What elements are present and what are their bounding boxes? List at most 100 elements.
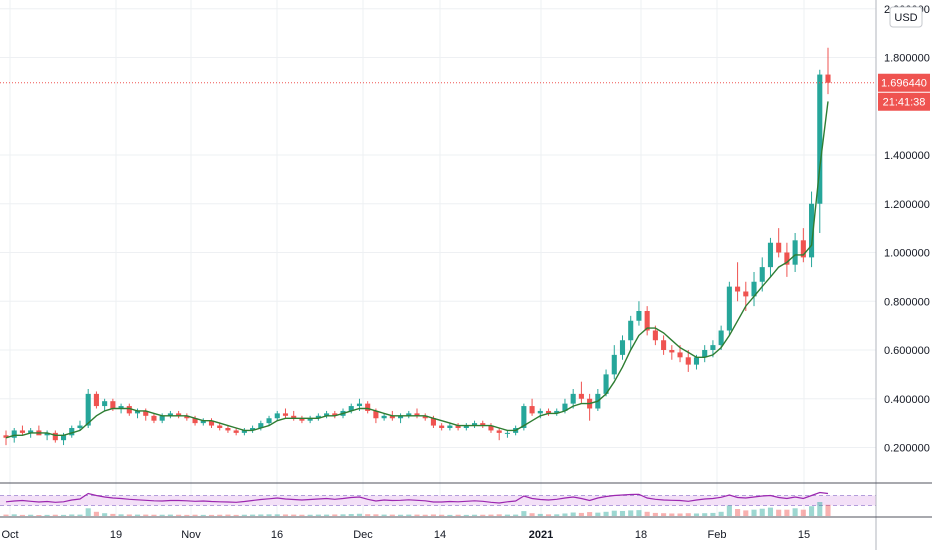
candle[interactable] xyxy=(792,233,798,272)
candle[interactable] xyxy=(167,410,173,419)
current-price-label: 1.696440 xyxy=(881,78,927,90)
candle[interactable] xyxy=(69,425,75,438)
volume-bar xyxy=(726,505,732,516)
candle[interactable] xyxy=(159,413,165,424)
candle[interactable] xyxy=(767,237,774,277)
candle[interactable] xyxy=(603,369,609,397)
candle[interactable] xyxy=(735,262,741,302)
candle[interactable] xyxy=(85,389,91,428)
volume-bar xyxy=(233,514,239,516)
candle[interactable] xyxy=(611,345,617,380)
candle[interactable] xyxy=(800,228,806,263)
candle[interactable] xyxy=(192,415,198,426)
candle[interactable] xyxy=(545,408,552,416)
candle[interactable] xyxy=(332,410,338,419)
candle[interactable] xyxy=(702,345,708,363)
candle[interactable] xyxy=(282,408,289,419)
candle[interactable] xyxy=(200,418,206,426)
candle[interactable] xyxy=(299,415,305,424)
candle[interactable] xyxy=(176,410,182,419)
candle[interactable] xyxy=(537,408,543,419)
candle[interactable] xyxy=(225,425,231,433)
candle[interactable] xyxy=(439,423,445,431)
candle-body xyxy=(167,413,173,416)
time-axis[interactable]: Oct 19 Nov 16 Dec 14 2021 18 Feb 15 xyxy=(1,529,810,541)
candle-body xyxy=(578,393,584,399)
candle[interactable] xyxy=(554,408,560,416)
candle[interactable] xyxy=(406,410,412,419)
candle[interactable] xyxy=(398,413,404,424)
candle[interactable] xyxy=(208,418,215,428)
volume-bar xyxy=(488,514,494,516)
candle[interactable] xyxy=(217,423,223,431)
candle[interactable] xyxy=(134,408,141,419)
candle[interactable] xyxy=(422,413,428,421)
candle[interactable] xyxy=(455,423,461,431)
candle[interactable] xyxy=(44,430,50,441)
candle[interactable] xyxy=(233,428,239,436)
candle[interactable] xyxy=(488,423,494,433)
candle[interactable] xyxy=(825,47,831,95)
candle[interactable] xyxy=(291,410,297,421)
candle[interactable] xyxy=(151,413,157,424)
candle[interactable] xyxy=(381,413,387,421)
candle[interactable] xyxy=(126,403,132,416)
candle[interactable] xyxy=(529,398,535,416)
moving-average xyxy=(5,101,829,439)
candle[interactable] xyxy=(365,401,371,414)
candle[interactable] xyxy=(471,420,478,428)
price-tick-label: 0.800000 xyxy=(884,296,930,308)
candle[interactable] xyxy=(751,272,757,307)
candle[interactable] xyxy=(784,242,790,277)
candle-body xyxy=(488,425,494,431)
candle[interactable] xyxy=(258,420,264,431)
candle[interactable] xyxy=(480,420,486,428)
candle[interactable] xyxy=(307,415,313,424)
candle[interactable] xyxy=(669,345,675,360)
candle[interactable] xyxy=(77,420,83,431)
candle[interactable] xyxy=(102,398,108,411)
candle[interactable] xyxy=(250,425,256,433)
candle[interactable] xyxy=(718,325,724,350)
candle[interactable] xyxy=(619,335,626,360)
volume-bar xyxy=(389,514,395,516)
candle[interactable] xyxy=(241,428,247,436)
candle[interactable] xyxy=(661,335,667,355)
candles[interactable] xyxy=(3,47,831,446)
candle[interactable] xyxy=(685,350,691,372)
volume-bar xyxy=(521,511,527,516)
candle[interactable] xyxy=(184,413,190,421)
candle[interactable] xyxy=(496,428,502,441)
candle[interactable] xyxy=(93,391,99,409)
candle-body xyxy=(743,291,749,297)
candle-body xyxy=(570,393,576,404)
candle-body xyxy=(258,423,264,428)
candle[interactable] xyxy=(414,408,420,419)
candle[interactable] xyxy=(52,430,58,443)
candle[interactable] xyxy=(726,281,732,336)
candle[interactable] xyxy=(19,425,25,436)
candle-body xyxy=(315,415,321,419)
candle[interactable] xyxy=(266,415,272,426)
candle[interactable] xyxy=(570,389,576,409)
candle[interactable] xyxy=(274,410,280,421)
candle[interactable] xyxy=(504,430,510,438)
candle[interactable] xyxy=(348,403,354,414)
candle[interactable] xyxy=(578,381,584,404)
candle[interactable] xyxy=(776,228,782,258)
candle[interactable] xyxy=(817,69,823,233)
candle[interactable] xyxy=(447,423,453,431)
candle[interactable] xyxy=(636,301,642,326)
volume-bar xyxy=(315,514,321,516)
candle[interactable] xyxy=(809,191,815,268)
candle[interactable] xyxy=(315,413,321,421)
candle[interactable] xyxy=(628,315,634,350)
rsi-pane[interactable] xyxy=(0,491,876,506)
candle[interactable] xyxy=(463,423,469,431)
candle-body xyxy=(447,425,453,428)
candle[interactable] xyxy=(644,306,650,336)
volume-bar xyxy=(685,513,691,516)
candle[interactable] xyxy=(324,410,330,419)
currency-badge[interactable]: USD xyxy=(889,6,923,28)
